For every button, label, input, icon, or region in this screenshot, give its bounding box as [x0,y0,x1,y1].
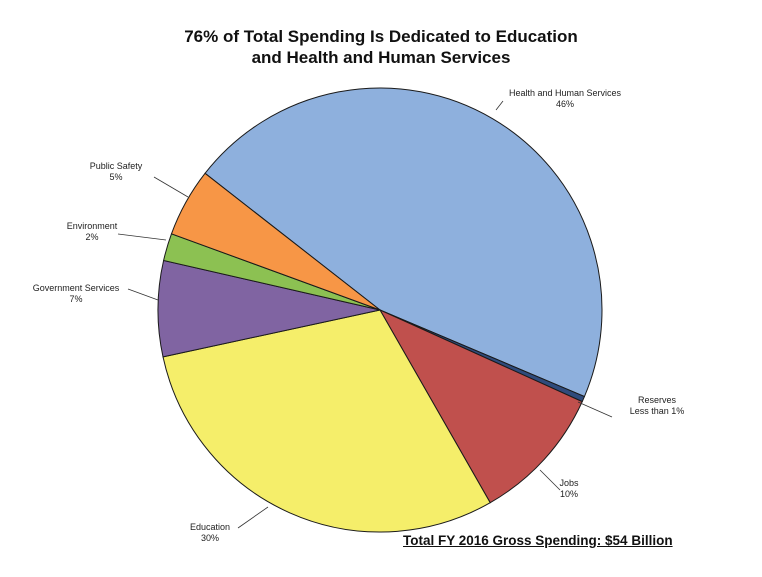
leader-line [539,469,561,491]
slice-value-label: 5% [109,172,122,182]
slice-value-label: 46% [556,99,574,109]
slice-value-label: 30% [201,533,219,543]
slice-value-label: 10% [560,489,578,499]
leader-line [577,401,613,418]
slice-name-label: Public Safety [90,161,143,171]
leader-line [237,506,269,529]
slice-name-label: Health and Human Services [509,88,622,98]
chart-title-line-2: and Health and Human Services [251,48,511,67]
slice-name-label: Government Services [33,283,120,293]
pie-slice-education [162,309,491,533]
leader-line [495,100,504,111]
pie-slices [157,87,603,533]
slice-value-label: Less than 1% [630,406,685,416]
slice-name-label: Education [190,522,230,532]
leader-line [117,233,167,241]
slice-name-label: Reserves [638,395,677,405]
slice-name-label: Environment [67,221,118,231]
leader-line [127,288,159,301]
pie-slice-public-safety [170,172,381,311]
slice-value-label: 2% [85,232,98,242]
leader-line [153,176,189,198]
slice-name-label: Jobs [559,478,579,488]
chart-title-line-1: 76% of Total Spending Is Dedicated to Ed… [184,27,578,46]
pie-slice-health-and-human-services [204,87,603,398]
slice-value-label: 7% [69,294,82,304]
pie-slice-jobs [378,308,583,504]
footnote: Total FY 2016 Gross Spending: $54 Billio… [403,533,673,548]
